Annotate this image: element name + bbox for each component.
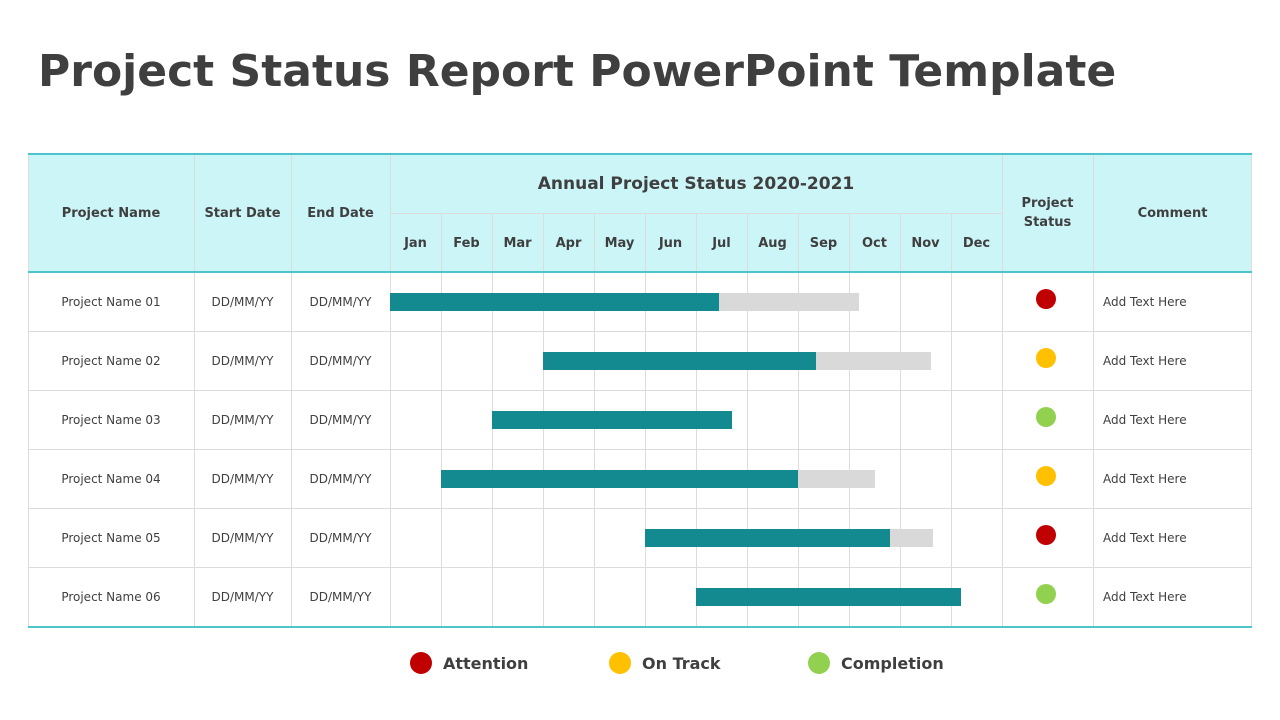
comment-cell: Add Text Here (1103, 471, 1187, 486)
month-divider (798, 214, 799, 627)
project-name-cell: Project Name 03 (61, 412, 161, 427)
status-dot-completion (1036, 407, 1056, 427)
status-dot-on-track (1036, 466, 1056, 486)
status-dot-on-track (1036, 348, 1056, 368)
header-status-line2: Status (1023, 215, 1072, 230)
comment-cell: Add Text Here (1103, 353, 1187, 368)
page-title: Project Status Report PowerPoint Templat… (38, 46, 1117, 97)
month-divider (441, 214, 442, 627)
start-date-cell: DD/MM/YY (211, 294, 274, 309)
month-divider (849, 214, 850, 627)
end-date-cell: DD/MM/YY (309, 294, 372, 309)
comment-cell: Add Text Here (1103, 530, 1187, 545)
header-start-date: Start Date (204, 205, 281, 221)
start-date-cell: DD/MM/YY (211, 353, 274, 368)
bar-remaining-5 (889, 529, 934, 547)
bar-progress-1 (390, 293, 719, 311)
row-divider (28, 508, 1252, 509)
legend-dot-completion (808, 652, 830, 674)
bar-remaining-1 (718, 293, 860, 311)
row-divider (28, 567, 1252, 568)
header-comment: Comment (1137, 205, 1208, 221)
legend-label: Completion (841, 653, 944, 673)
legend-item-completion: Completion (808, 651, 944, 675)
header-status-line1: Project (1021, 196, 1074, 211)
end-date-cell: DD/MM/YY (309, 589, 372, 604)
month-divider (951, 214, 952, 627)
legend-label: Attention (443, 653, 529, 673)
project-name-cell: Project Name 01 (61, 294, 161, 309)
comment-cell: Add Text Here (1103, 412, 1187, 427)
month-divider (747, 214, 748, 627)
month-label-oct: Oct (862, 235, 887, 251)
row-divider (28, 331, 1252, 332)
end-date-cell: DD/MM/YY (309, 530, 372, 545)
month-label-apr: Apr (555, 235, 582, 251)
project-name-cell: Project Name 06 (61, 589, 161, 604)
month-label-nov: Nov (911, 235, 940, 251)
bar-progress-2 (543, 352, 816, 370)
month-label-jul: Jul (712, 235, 731, 251)
legend-label: On Track (642, 653, 721, 673)
legend-dot-on-track (609, 652, 631, 674)
legend-item-on-track: On Track (609, 651, 721, 675)
table-top-border (28, 153, 1252, 155)
row-divider (28, 449, 1252, 450)
month-label-aug: Aug (758, 235, 787, 251)
month-divider (900, 214, 901, 627)
bar-remaining-2 (815, 352, 931, 370)
end-date-cell: DD/MM/YY (309, 471, 372, 486)
bar-progress-4 (441, 470, 798, 488)
project-name-cell: Project Name 04 (61, 471, 161, 486)
start-date-cell: DD/MM/YY (211, 530, 274, 545)
month-label-sep: Sep (809, 235, 838, 251)
month-label-dec: Dec (962, 235, 991, 251)
status-dot-attention (1036, 525, 1056, 545)
start-date-cell: DD/MM/YY (211, 589, 274, 604)
annual-header-divider (390, 213, 1002, 214)
header-bottom-border (28, 271, 1252, 273)
legend-item-attention: Attention (410, 651, 528, 675)
month-label-may: May (604, 235, 635, 251)
header-project-name: Project Name (61, 205, 161, 221)
month-label-mar: Mar (503, 235, 532, 251)
table-bottom-border (28, 626, 1252, 628)
status-dot-attention (1036, 289, 1056, 309)
bar-remaining-4 (798, 470, 875, 488)
bar-progress-3 (492, 411, 732, 429)
project-name-cell: Project Name 05 (61, 530, 161, 545)
header-annual-status: Annual Project Status 2020-2021 (537, 174, 855, 194)
bar-progress-6 (696, 588, 962, 606)
comment-cell: Add Text Here (1103, 589, 1187, 604)
bar-progress-5 (645, 529, 890, 547)
month-label-feb: Feb (453, 235, 480, 251)
month-label-jan: Jan (404, 235, 427, 251)
end-date-cell: DD/MM/YY (309, 353, 372, 368)
status-dot-completion (1036, 584, 1056, 604)
project-name-cell: Project Name 02 (61, 353, 161, 368)
legend-dot-attention (410, 652, 432, 674)
start-date-cell: DD/MM/YY (211, 412, 274, 427)
end-date-cell: DD/MM/YY (309, 412, 372, 427)
comment-cell: Add Text Here (1103, 294, 1187, 309)
row-divider (28, 390, 1252, 391)
header-end-date: End Date (307, 205, 374, 221)
start-date-cell: DD/MM/YY (211, 471, 274, 486)
header-project-status: Project Status (1002, 154, 1093, 272)
month-label-jun: Jun (658, 235, 683, 251)
